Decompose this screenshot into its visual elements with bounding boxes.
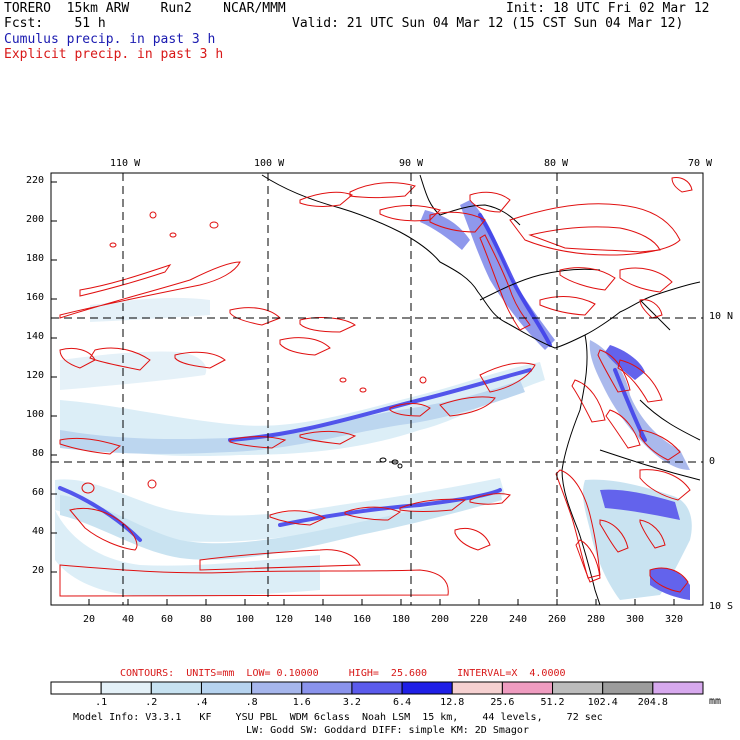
colorbar-swatch bbox=[501, 681, 554, 695]
colorbar-unit: mm bbox=[709, 696, 722, 707]
colorbar-tick-label: .4 bbox=[195, 697, 208, 708]
x-tick-label: 180 bbox=[392, 614, 411, 625]
colorbar-tick-label: 3.2 bbox=[342, 697, 361, 708]
model-physics: LW: Godd SW: Goddard DIFF: simple KM: 2D… bbox=[246, 725, 529, 736]
colorbar-tick-label: 1.6 bbox=[292, 697, 311, 708]
y-tick-label: 100 bbox=[26, 409, 45, 420]
colorbar-swatch bbox=[100, 681, 152, 695]
colorbar-tick-label: 51.2 bbox=[540, 697, 565, 708]
x-tick-label: 300 bbox=[626, 614, 645, 625]
colorbar-swatch bbox=[652, 681, 704, 695]
lon-label-70w: 70 W bbox=[688, 158, 713, 169]
colorbar-swatch bbox=[50, 681, 102, 695]
contour-info: CONTOURS: UNITS=mm LOW= 0.10000 HIGH= 25… bbox=[120, 668, 566, 679]
y-tick-label: 200 bbox=[26, 214, 45, 225]
y-tick-label: 140 bbox=[26, 331, 45, 342]
forecast-hour: Fcst: 51 h bbox=[4, 16, 106, 31]
map-frame bbox=[50, 172, 704, 606]
valid-time: Valid: 21 UTC Sun 04 Mar 12 (15 CST Sun … bbox=[292, 16, 684, 31]
x-tick-label: 140 bbox=[314, 614, 333, 625]
x-tick-label: 100 bbox=[236, 614, 255, 625]
y-tick-label: 80 bbox=[32, 448, 45, 459]
init-time: Init: 18 UTC Fri 02 Mar 12 bbox=[506, 1, 710, 16]
lat-label-0: 0 bbox=[709, 456, 716, 467]
colorbar-swatch bbox=[351, 681, 403, 695]
axis-ticks bbox=[51, 181, 675, 605]
x-tick-label: 120 bbox=[275, 614, 294, 625]
colorbar-swatch bbox=[401, 681, 453, 695]
colorbar-swatch bbox=[251, 681, 303, 695]
y-tick-label: 160 bbox=[26, 292, 45, 303]
y-tick-label: 40 bbox=[32, 526, 45, 537]
x-tick-label: 320 bbox=[665, 614, 684, 625]
colorbar-swatch bbox=[200, 681, 253, 695]
x-tick-label: 260 bbox=[548, 614, 567, 625]
x-tick-label: 160 bbox=[353, 614, 372, 625]
y-tick-label: 120 bbox=[26, 370, 45, 381]
x-tick-label: 220 bbox=[470, 614, 489, 625]
colorbar-swatch bbox=[150, 681, 202, 695]
lat-label-10n: 10 N bbox=[709, 311, 734, 322]
model-title: TORERO 15km ARW Run2 NCAR/MMM bbox=[4, 1, 286, 16]
x-tick-label: 200 bbox=[431, 614, 450, 625]
y-tick-label: 20 bbox=[32, 565, 45, 576]
x-tick-label: 240 bbox=[509, 614, 528, 625]
colorbar-tick-label: .2 bbox=[145, 697, 158, 708]
cumulus-intense-bands bbox=[58, 213, 647, 542]
x-tick-label: 20 bbox=[83, 614, 96, 625]
y-tick-label: 220 bbox=[26, 175, 45, 186]
field-explicit-label: Explicit precip. in past 3 h bbox=[4, 47, 224, 62]
lat-label-10s: 10 S bbox=[709, 601, 734, 612]
y-tick-label: 60 bbox=[32, 487, 45, 498]
lon-label-110w: 110 W bbox=[110, 158, 141, 169]
explicit-precip-contours bbox=[59, 177, 693, 597]
colorbar-swatch bbox=[451, 681, 503, 695]
colorbar-tick-label: 12.8 bbox=[440, 697, 465, 708]
colorbar-tick-label: 25.6 bbox=[490, 697, 515, 708]
colorbar-swatch bbox=[301, 681, 353, 695]
x-tick-label: 80 bbox=[200, 614, 213, 625]
x-tick-label: 60 bbox=[161, 614, 174, 625]
lat-lon-grid bbox=[51, 173, 703, 605]
colorbar-tick-label: 204.8 bbox=[637, 697, 668, 708]
colorbar-tick-label: 6.4 bbox=[393, 697, 412, 708]
cumulus-precip-shading bbox=[55, 200, 692, 600]
colorbar-tick-label: .1 bbox=[95, 697, 108, 708]
colorbar-tick-label: .8 bbox=[245, 697, 258, 708]
lon-label-90w: 90 W bbox=[399, 158, 424, 169]
colorbar-tick-label: 102.4 bbox=[587, 697, 618, 708]
colorbar bbox=[50, 681, 704, 695]
colorbar-swatch bbox=[602, 681, 654, 695]
field-cumulus-label: Cumulus precip. in past 3 h bbox=[4, 32, 216, 47]
y-tick-label: 180 bbox=[26, 253, 45, 264]
lon-label-80w: 80 W bbox=[544, 158, 569, 169]
lon-label-100w: 100 W bbox=[254, 158, 285, 169]
colorbar-swatch bbox=[552, 681, 604, 695]
model-info: Model Info: V3.3.1 KF YSU PBL WDM 6class… bbox=[73, 712, 603, 723]
x-tick-label: 280 bbox=[587, 614, 606, 625]
x-tick-label: 40 bbox=[122, 614, 135, 625]
